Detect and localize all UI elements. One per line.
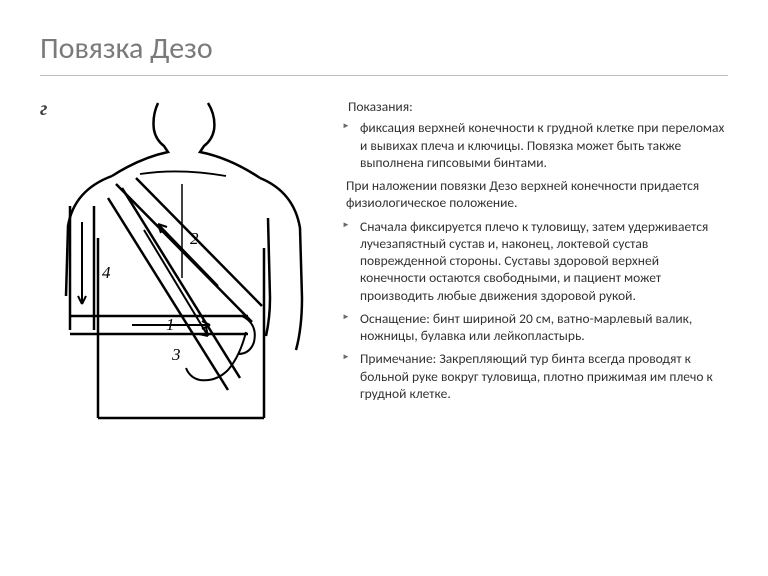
- bullet-list-1: фиксация верхней конечности к грудной кл…: [340, 119, 728, 171]
- bandage-num-2: 2: [190, 229, 199, 248]
- text-column: Показания: фиксация верхней конечности к…: [340, 98, 728, 433]
- bandage-num-3: 3: [171, 345, 181, 364]
- figure-letter-label: г: [40, 98, 47, 121]
- list-item: Оснащение: бинт шириной 20 см, ватно-мар…: [360, 310, 728, 345]
- figure-column: г: [40, 98, 320, 433]
- note-paragraph: При наложении повязки Дезо верхней конеч…: [346, 177, 728, 212]
- list-item: фиксация верхней конечности к грудной кл…: [360, 119, 728, 171]
- bandage-diagram: 1 2 3 4: [40, 98, 320, 428]
- bandage-num-4: 4: [102, 263, 111, 282]
- bandage-num-1: 1: [166, 315, 175, 334]
- list-item: Сначала фиксируется плечо к туловищу, за…: [360, 218, 728, 304]
- indications-label: Показания:: [348, 98, 728, 115]
- bullet-list-2: Сначала фиксируется плечо к туловищу, за…: [340, 218, 728, 403]
- list-item: Примечание: Закрепляющий тур бинта всегд…: [360, 350, 728, 402]
- content-row: г: [40, 98, 728, 433]
- page-title: Повязка Дезо: [40, 30, 728, 76]
